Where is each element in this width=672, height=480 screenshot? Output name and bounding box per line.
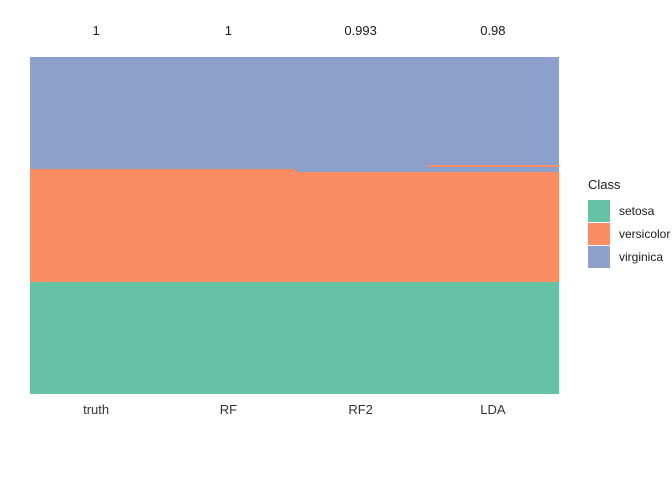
- segment-virginica: [426, 57, 559, 165]
- legend-label-virginica: virginica: [619, 250, 664, 264]
- accuracy-labels-row: 1 1 0.993 0.98: [30, 24, 559, 37]
- segment-setosa: [162, 281, 295, 394]
- virginica-swatch: [588, 246, 610, 268]
- x-axis-label-rf: RF: [219, 402, 238, 417]
- versicolor-swatch: [588, 223, 610, 245]
- legend: Class setosa versicolor virginica: [588, 178, 670, 269]
- accuracy-label-lda: 0.98: [480, 23, 506, 38]
- legend-label-setosa: setosa: [619, 204, 655, 218]
- x-axis-label-lda: LDA: [480, 402, 506, 417]
- segment-virginica: [426, 167, 559, 172]
- segment-versicolor: [426, 164, 559, 168]
- plot-panel: [30, 57, 559, 394]
- segment-versicolor: [426, 171, 559, 282]
- accuracy-label-rf: 1: [224, 23, 232, 38]
- segment-virginica: [294, 57, 427, 172]
- legend-item-setosa: setosa: [588, 200, 670, 222]
- segment-virginica: [30, 57, 163, 170]
- legend-item-virginica: virginica: [588, 246, 670, 268]
- segment-setosa: [30, 281, 163, 394]
- segment-setosa: [426, 281, 559, 394]
- segment-virginica: [162, 57, 295, 170]
- x-axis-label-rf2: RF2: [348, 402, 373, 417]
- column-truth: [30, 57, 163, 394]
- x-axis-labels-row: truth RF RF2 LDA: [30, 403, 559, 416]
- accuracy-label-truth: 1: [92, 23, 100, 38]
- legend-label-versicolor: versicolor: [619, 227, 671, 241]
- legend-title: Class: [588, 177, 621, 192]
- segment-versicolor: [30, 169, 163, 282]
- segment-versicolor: [162, 169, 295, 282]
- column-RF2: [294, 57, 427, 394]
- setosa-swatch: [588, 200, 610, 222]
- x-axis-label-truth: truth: [83, 402, 110, 417]
- segment-setosa: [294, 281, 427, 394]
- column-RF: [162, 57, 295, 394]
- column-LDA: [426, 57, 559, 394]
- accuracy-label-rf2: 0.993: [344, 23, 377, 38]
- legend-item-versicolor: versicolor: [588, 223, 670, 245]
- segment-versicolor: [294, 171, 427, 282]
